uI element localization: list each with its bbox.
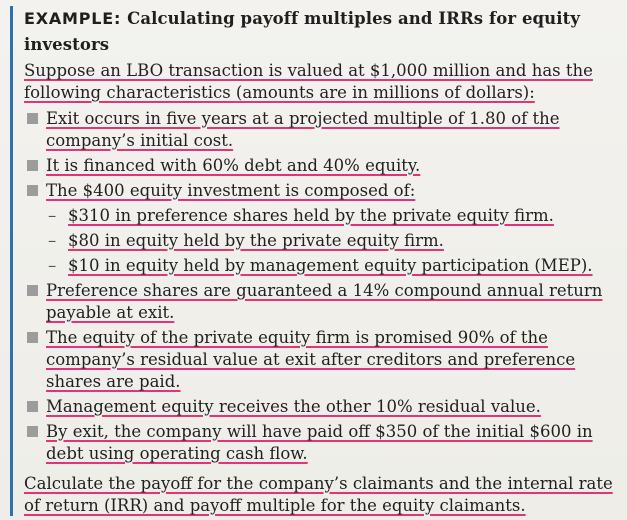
sub-item-text: $10 in equity held by management equity … bbox=[68, 256, 593, 275]
bullet-exit: Exit occurs in five years at a projected… bbox=[24, 108, 620, 152]
sub-item-mep-equity: – $10 in equity held by management equit… bbox=[24, 255, 620, 277]
dash-bullet-icon: – bbox=[48, 231, 57, 250]
bullet-text: Exit occurs in five years at a projected… bbox=[46, 109, 560, 150]
square-bullet-icon bbox=[27, 401, 38, 412]
bullet-debt-paydown: By exit, the company will have paid off … bbox=[24, 421, 620, 465]
bullet-financing: It is financed with 60% debt and 40% equ… bbox=[24, 155, 620, 177]
bullet-management-residual: Management equity receives the other 10%… bbox=[24, 396, 620, 418]
equity-composition-sublist: – $310 in preference shares held by the … bbox=[24, 205, 620, 277]
bullet-pe-residual: The equity of the private equity firm is… bbox=[24, 327, 620, 393]
intro-text: Suppose an LBO transaction is valued at … bbox=[24, 61, 593, 102]
bullet-preference-return: Preference shares are guaranteed a 14% c… bbox=[24, 280, 620, 324]
dash-bullet-icon: – bbox=[48, 256, 57, 275]
bullet-text: It is financed with 60% debt and 40% equ… bbox=[46, 156, 421, 175]
bullet-text: The equity of the private equity firm is… bbox=[46, 328, 576, 391]
example-box: EXAMPLE: Calculating payoff multiples an… bbox=[24, 6, 620, 517]
closing-text: Calculate the payoff for the company’s c… bbox=[24, 474, 613, 515]
sub-item-pe-equity: – $80 in equity held by the private equi… bbox=[24, 230, 620, 252]
bullet-text: Preference shares are guaranteed a 14% c… bbox=[46, 281, 603, 322]
square-bullet-icon bbox=[27, 285, 38, 296]
bullet-equity-composition: The $400 equity investment is composed o… bbox=[24, 180, 620, 202]
closing-paragraph: Calculate the payoff for the company’s c… bbox=[24, 473, 620, 517]
square-bullet-icon bbox=[27, 113, 38, 124]
example-title: EXAMPLE: Calculating payoff multiples an… bbox=[24, 6, 620, 58]
sub-item-text: $310 in preference shares held by the pr… bbox=[68, 206, 554, 225]
sub-item-text: $80 in equity held by the private equity… bbox=[68, 231, 444, 250]
left-margin-rule bbox=[10, 6, 13, 516]
intro-paragraph: Suppose an LBO transaction is valued at … bbox=[24, 60, 620, 104]
square-bullet-icon bbox=[27, 160, 38, 171]
example-title-lead: EXAMPLE: bbox=[24, 9, 122, 28]
square-bullet-icon bbox=[27, 426, 38, 437]
characteristics-list: Exit occurs in five years at a projected… bbox=[24, 108, 620, 465]
bullet-text: By exit, the company will have paid off … bbox=[46, 422, 593, 463]
example-title-text: Calculating payoff multiples and IRRs fo… bbox=[24, 9, 581, 54]
square-bullet-icon bbox=[27, 185, 38, 196]
dash-bullet-icon: – bbox=[48, 206, 57, 225]
bullet-text: The $400 equity investment is composed o… bbox=[46, 181, 416, 200]
sub-list-wrapper: – $310 in preference shares held by the … bbox=[24, 205, 620, 277]
square-bullet-icon bbox=[27, 332, 38, 343]
bullet-text: Management equity receives the other 10%… bbox=[46, 397, 541, 416]
sub-item-preference-shares: – $310 in preference shares held by the … bbox=[24, 205, 620, 227]
